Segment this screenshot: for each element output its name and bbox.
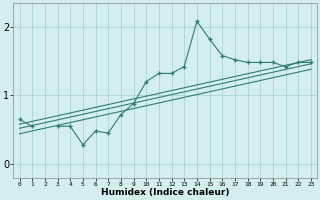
X-axis label: Humidex (Indice chaleur): Humidex (Indice chaleur) (101, 188, 229, 197)
